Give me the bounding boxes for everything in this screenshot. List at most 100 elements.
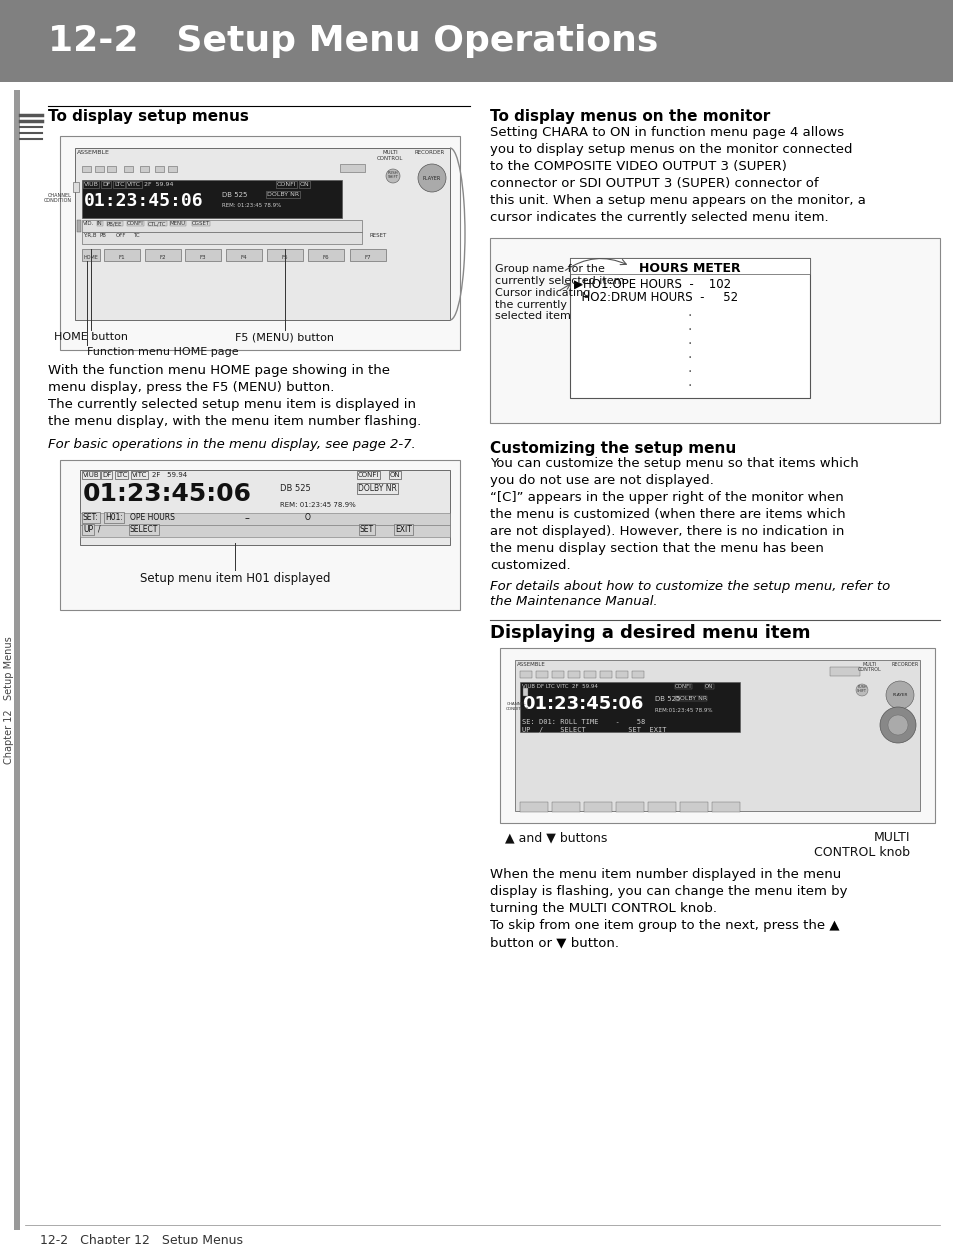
Text: /: / bbox=[98, 525, 100, 534]
Bar bbox=[60, 136, 459, 350]
Text: PUSH
SHIFT: PUSH SHIFT bbox=[856, 684, 866, 693]
Text: F2: F2 bbox=[159, 255, 166, 260]
Bar bbox=[552, 802, 579, 812]
Text: DB 525: DB 525 bbox=[655, 695, 679, 702]
Text: REM: 01:23:45 78.9%: REM: 01:23:45 78.9% bbox=[280, 503, 355, 508]
Bar bbox=[95, 165, 104, 172]
Text: HOME: HOME bbox=[84, 255, 98, 260]
Bar bbox=[60, 460, 459, 610]
Text: You can customize the setup menu so that items which: You can customize the setup menu so that… bbox=[490, 457, 858, 470]
Text: HOME button: HOME button bbox=[54, 332, 128, 342]
Text: DOLBY NR: DOLBY NR bbox=[675, 695, 706, 702]
Bar bbox=[168, 165, 177, 172]
Bar bbox=[80, 513, 450, 525]
Text: CHANNEL
CONDITION: CHANNEL CONDITION bbox=[505, 702, 528, 710]
Bar bbox=[77, 220, 81, 231]
Text: MULTI: MULTI bbox=[382, 151, 397, 156]
Bar bbox=[616, 671, 627, 678]
Bar bbox=[73, 182, 79, 192]
Text: are not displayed). However, there is no indication in: are not displayed). However, there is no… bbox=[490, 525, 843, 537]
Text: VIUB DF LTC VITC  2F  59.94: VIUB DF LTC VITC 2F 59.94 bbox=[521, 684, 598, 689]
Text: 2F   59.94: 2F 59.94 bbox=[152, 471, 187, 478]
Bar bbox=[140, 165, 149, 172]
Bar bbox=[499, 648, 934, 824]
Text: Setup menu item H01 displayed: Setup menu item H01 displayed bbox=[139, 572, 330, 585]
Circle shape bbox=[879, 707, 915, 743]
Text: REM:01:23:45 78.9%: REM:01:23:45 78.9% bbox=[655, 708, 712, 713]
Bar bbox=[185, 249, 221, 261]
Text: CTL/TC: CTL/TC bbox=[148, 221, 167, 226]
Text: CHANNEL
CONDITION: CHANNEL CONDITION bbox=[44, 193, 71, 204]
Bar bbox=[82, 165, 91, 172]
Bar bbox=[14, 90, 20, 1230]
Text: VIUB: VIUB bbox=[84, 182, 99, 187]
Text: ▶HO1:OPE HOURS  -    102: ▶HO1:OPE HOURS - 102 bbox=[574, 277, 730, 291]
Bar bbox=[145, 249, 181, 261]
Text: PLAYER: PLAYER bbox=[422, 175, 440, 180]
Bar bbox=[82, 220, 361, 231]
Text: For basic operations in the menu display, see page 2-7.: For basic operations in the menu display… bbox=[48, 438, 416, 452]
Text: VITC: VITC bbox=[127, 182, 141, 187]
Text: 01:23:45:06: 01:23:45:06 bbox=[84, 192, 203, 210]
Bar bbox=[552, 671, 563, 678]
Text: MULTI: MULTI bbox=[862, 662, 876, 667]
Bar bbox=[599, 671, 612, 678]
Text: display is flashing, you can change the menu item by: display is flashing, you can change the … bbox=[490, 884, 846, 898]
Text: the menu display section that the menu has been: the menu display section that the menu h… bbox=[490, 542, 823, 555]
Text: To display menus on the monitor: To display menus on the monitor bbox=[490, 109, 769, 124]
Circle shape bbox=[417, 164, 446, 192]
Text: VIUB: VIUB bbox=[83, 471, 99, 478]
Text: PB: PB bbox=[100, 233, 107, 238]
Text: CONFI: CONFI bbox=[276, 182, 296, 187]
Text: CONFI: CONFI bbox=[127, 221, 144, 226]
Text: Function menu HOME page: Function menu HOME page bbox=[87, 347, 238, 357]
Text: O: O bbox=[305, 513, 311, 522]
Text: .: . bbox=[687, 333, 692, 347]
Text: PUSH
SHIFT: PUSH SHIFT bbox=[387, 170, 398, 179]
Text: you to display setup menus on the monitor connected: you to display setup menus on the monito… bbox=[490, 143, 852, 156]
Bar bbox=[104, 249, 140, 261]
Text: To display setup menus: To display setup menus bbox=[48, 109, 249, 124]
Circle shape bbox=[885, 680, 913, 709]
Text: H01:: H01: bbox=[105, 513, 123, 522]
Bar bbox=[583, 671, 596, 678]
Bar bbox=[107, 165, 116, 172]
Text: ON: ON bbox=[704, 684, 713, 689]
Text: ON: ON bbox=[299, 182, 310, 187]
Text: cursor indicates the currently selected menu item.: cursor indicates the currently selected … bbox=[490, 211, 828, 224]
Text: SET: SET bbox=[359, 525, 374, 534]
Bar bbox=[569, 258, 809, 274]
Text: turning the MULTI CONTROL knob.: turning the MULTI CONTROL knob. bbox=[490, 902, 717, 916]
Bar bbox=[350, 249, 386, 261]
Circle shape bbox=[386, 169, 399, 183]
Text: OPE HOURS: OPE HOURS bbox=[130, 513, 174, 522]
Text: ASSEMBLE: ASSEMBLE bbox=[77, 151, 110, 156]
Text: CONFI: CONFI bbox=[675, 684, 691, 689]
Text: CONTROL: CONTROL bbox=[376, 156, 403, 160]
Bar bbox=[339, 164, 365, 172]
Bar bbox=[82, 249, 100, 261]
Bar bbox=[567, 671, 579, 678]
Text: Group name for the
currently selected item: Group name for the currently selected it… bbox=[495, 264, 624, 286]
Text: LTC: LTC bbox=[116, 471, 128, 478]
Text: Y:R,B: Y:R,B bbox=[83, 233, 96, 238]
Text: .: . bbox=[687, 374, 692, 389]
Text: F4: F4 bbox=[240, 255, 247, 260]
Text: CGSET: CGSET bbox=[192, 221, 210, 226]
Bar bbox=[490, 238, 939, 423]
Text: 12-2   Chapter 12   Setup Menus: 12-2 Chapter 12 Setup Menus bbox=[40, 1234, 243, 1244]
Text: SELECT: SELECT bbox=[130, 525, 158, 534]
Bar bbox=[536, 671, 547, 678]
Text: MULTI
CONTROL knob: MULTI CONTROL knob bbox=[813, 831, 909, 860]
Bar bbox=[0, 0, 953, 82]
Bar bbox=[616, 802, 643, 812]
Bar bbox=[82, 231, 361, 244]
Text: RECORDER: RECORDER bbox=[415, 151, 445, 156]
Text: .: . bbox=[687, 318, 692, 333]
Text: When the menu item number displayed in the menu: When the menu item number displayed in t… bbox=[490, 868, 841, 881]
Text: button or ▼ button.: button or ▼ button. bbox=[490, 935, 618, 949]
Bar bbox=[631, 671, 643, 678]
Text: DB 525: DB 525 bbox=[222, 192, 247, 198]
Text: OFF: OFF bbox=[116, 233, 127, 238]
Text: Customizing the setup menu: Customizing the setup menu bbox=[490, 442, 736, 457]
